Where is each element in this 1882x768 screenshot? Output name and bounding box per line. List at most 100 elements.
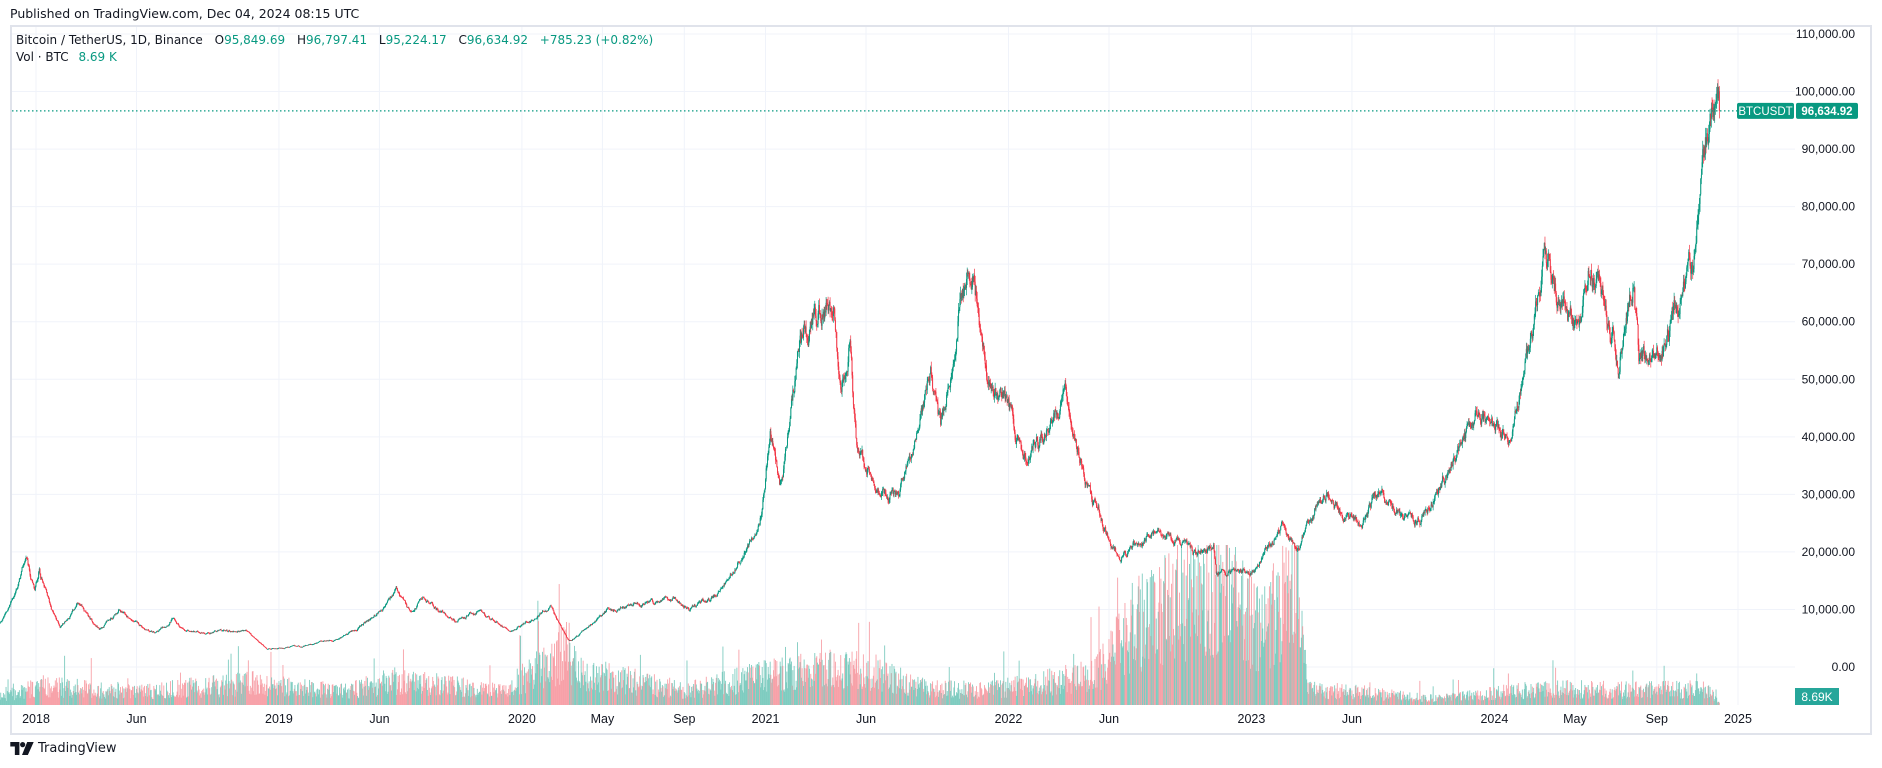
candle-body xyxy=(259,642,261,644)
candle xyxy=(263,645,265,647)
candle-body xyxy=(420,598,422,600)
candle xyxy=(352,630,354,632)
volume-bar xyxy=(699,680,701,705)
candle-body xyxy=(14,592,16,595)
candle xyxy=(67,618,69,621)
volume-bar xyxy=(1020,678,1022,705)
candle-body xyxy=(72,609,74,611)
candle-body xyxy=(430,602,432,604)
volume-bar xyxy=(1172,563,1174,705)
candle-body xyxy=(209,633,211,634)
candle-body xyxy=(10,600,12,602)
candle-body xyxy=(299,646,301,648)
candle xyxy=(301,646,303,648)
volume-bar xyxy=(1667,680,1669,705)
candle xyxy=(424,597,426,600)
volume-bar xyxy=(160,694,162,705)
volume-bar xyxy=(836,680,838,705)
candle-body xyxy=(287,646,289,648)
volume-bar xyxy=(443,684,445,705)
volume-bar xyxy=(1353,699,1355,705)
volume-bar xyxy=(275,688,277,705)
volume-bar xyxy=(1636,696,1638,705)
volume-bar xyxy=(104,698,106,705)
volume-bar xyxy=(627,666,629,705)
volume-bar xyxy=(150,689,152,705)
candle-body xyxy=(489,618,491,620)
candle xyxy=(370,617,372,619)
volume-bar xyxy=(929,695,931,705)
candle xyxy=(80,604,82,606)
volume-bar xyxy=(78,692,80,705)
candle-body xyxy=(285,647,287,649)
candle xyxy=(436,607,438,611)
volume-bar xyxy=(1137,586,1139,705)
volume-bar xyxy=(468,695,470,705)
candle xyxy=(127,615,129,619)
volume-bar xyxy=(1053,672,1055,705)
candle-body xyxy=(145,629,147,631)
candle xyxy=(162,626,164,628)
candle-body xyxy=(314,643,316,644)
volume-bar xyxy=(339,693,341,705)
candle xyxy=(243,629,245,632)
candle xyxy=(61,624,63,626)
candle xyxy=(96,625,98,628)
volume-bar xyxy=(1201,584,1203,705)
candle xyxy=(148,630,150,633)
volume-bar xyxy=(719,679,721,705)
volume-bar xyxy=(1126,625,1128,705)
volume-bar xyxy=(1063,685,1065,705)
volume-bar xyxy=(555,686,557,705)
candle xyxy=(26,557,28,559)
candle-body xyxy=(402,597,404,600)
candle-body xyxy=(516,628,518,630)
volume-bar xyxy=(1420,701,1422,705)
candle xyxy=(217,629,219,632)
volume-bar xyxy=(767,667,769,705)
candle xyxy=(241,630,243,632)
volume-bar xyxy=(850,683,852,705)
volume-bar xyxy=(1436,697,1438,705)
candle-body xyxy=(98,627,100,630)
candle-body xyxy=(429,603,431,605)
volume-bar xyxy=(440,680,442,705)
volume-bar xyxy=(1298,597,1300,705)
volume-bar xyxy=(1340,696,1342,705)
volume-bar xyxy=(495,689,497,705)
volume-bar xyxy=(935,685,937,705)
volume-bar xyxy=(1505,685,1507,705)
volume-bar xyxy=(1359,692,1361,705)
candle xyxy=(358,626,360,629)
candle-body xyxy=(246,630,248,632)
candle-body xyxy=(244,630,246,632)
candle-body xyxy=(260,642,262,644)
volume-bar xyxy=(1541,684,1543,705)
candle xyxy=(467,614,469,617)
volume-bar xyxy=(827,679,829,705)
candle xyxy=(52,610,54,614)
volume-bar xyxy=(674,690,676,705)
candle-body xyxy=(88,616,90,618)
volume-bar xyxy=(1570,689,1572,705)
volume-bar xyxy=(253,680,255,705)
volume-bar xyxy=(414,673,416,705)
volume-bar xyxy=(375,686,376,705)
volume-bar xyxy=(631,692,633,705)
volume-bar xyxy=(651,676,653,705)
volume-bar xyxy=(328,689,330,705)
volume-bar xyxy=(1247,578,1249,705)
volume-bar xyxy=(305,686,307,705)
candle xyxy=(338,638,340,640)
volume-bar xyxy=(359,680,360,705)
candle xyxy=(303,645,305,647)
candle xyxy=(384,604,386,608)
volume-bar xyxy=(146,696,148,705)
volume-bar xyxy=(1692,695,1694,705)
candle-body xyxy=(353,630,355,632)
volume-bar xyxy=(1297,545,1299,705)
volume-bar xyxy=(805,668,807,705)
volume-bar xyxy=(1169,597,1171,705)
volume-bar xyxy=(732,674,734,705)
